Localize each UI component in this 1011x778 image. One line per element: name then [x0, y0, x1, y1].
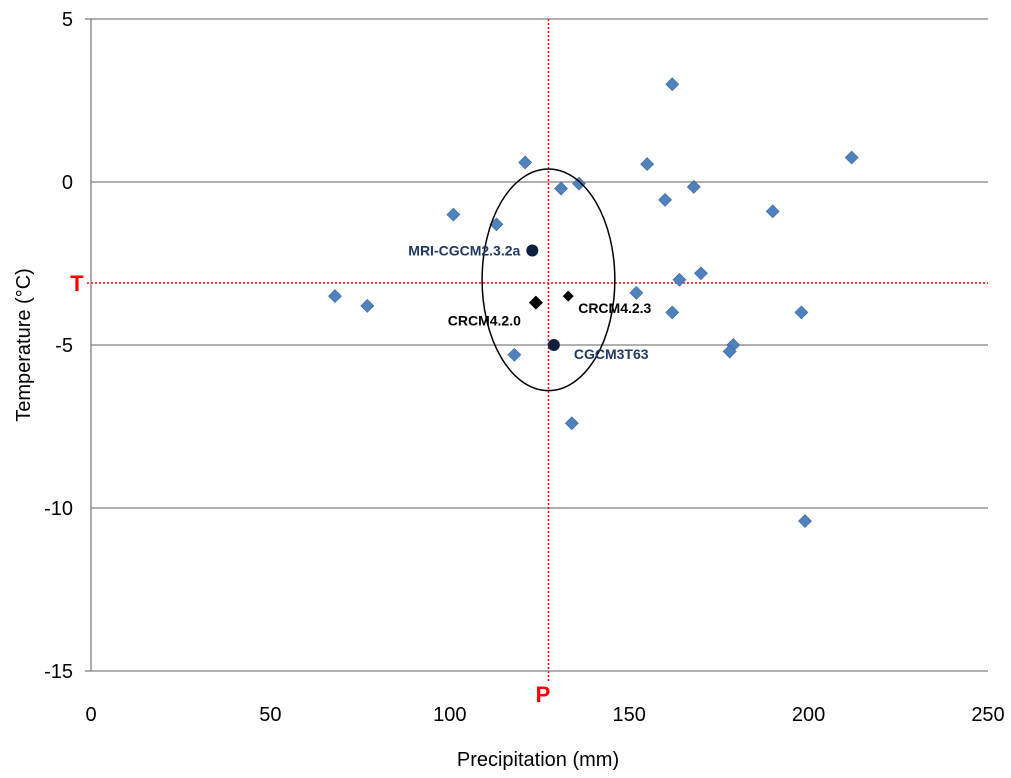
model-label: CGCM3T63	[574, 346, 649, 362]
ensemble-point	[794, 305, 809, 320]
ensemble-point	[572, 176, 586, 191]
ensemble-point	[328, 289, 342, 304]
ensemble-point	[665, 77, 680, 92]
ensemble-point	[554, 181, 568, 196]
ensemble-points	[328, 77, 859, 528]
ensemble-point	[665, 305, 680, 320]
x-tick-label: 100	[433, 704, 466, 726]
model-label: MRI-CGCM2.3.2a	[408, 242, 520, 258]
highlighted-models: MRI-CGCM2.3.2a CRCM4.2.0 CRCM4.2.3 CGCM3T63	[408, 168, 652, 392]
x-axis-title: Precipitation (mm)	[457, 749, 619, 771]
ensemble-point	[507, 347, 522, 362]
ensemble-point	[672, 272, 687, 287]
ensemble-point	[360, 298, 375, 313]
ensemble-point	[798, 514, 812, 528]
highlight-point	[526, 244, 539, 257]
ensemble-point	[694, 266, 708, 281]
y-tick-label: 5	[62, 9, 73, 31]
x-tick-label: 200	[792, 704, 825, 726]
y-tick-label: -5	[55, 335, 73, 357]
ensemble-point	[629, 285, 644, 300]
ensemble-point	[658, 193, 673, 207]
y-tick-label: -15	[44, 661, 73, 683]
y-tick-label: 0	[62, 172, 73, 194]
highlight-point	[562, 290, 574, 302]
ensemble-point	[640, 157, 655, 171]
axes	[85, 18, 988, 672]
model-label: CRCM4.2.0	[448, 313, 521, 329]
x-tick-label: 50	[259, 704, 281, 726]
highlight-ellipse	[481, 168, 616, 392]
x-tick-label: 150	[613, 704, 646, 726]
ensemble-point	[722, 344, 737, 359]
ensemble-point	[446, 207, 461, 222]
highlight-point	[528, 295, 543, 310]
x-tick-label: 250	[971, 704, 1004, 726]
ensemble-point	[518, 155, 533, 170]
model-label: CRCM4.2.3	[578, 300, 651, 316]
x-tick-label: 0	[85, 704, 96, 726]
x-tick-labels: 0 50 100 150 200 250	[85, 704, 1004, 726]
y-axis-title: Temperature (°C)	[13, 268, 35, 422]
gridlines	[91, 18, 988, 509]
ensemble-point	[564, 416, 579, 431]
highlight-point	[547, 339, 560, 351]
reference-lines	[87, 19, 988, 683]
ensemble-point	[844, 150, 859, 165]
reference-x-letter: P	[536, 682, 551, 707]
y-tick-labels: 5 0 -5 -10 -15	[44, 9, 73, 683]
ensemble-point	[765, 204, 780, 219]
reference-y-letter: T	[70, 271, 84, 296]
ensemble-point	[686, 179, 701, 194]
y-tick-label: -10	[44, 498, 73, 520]
